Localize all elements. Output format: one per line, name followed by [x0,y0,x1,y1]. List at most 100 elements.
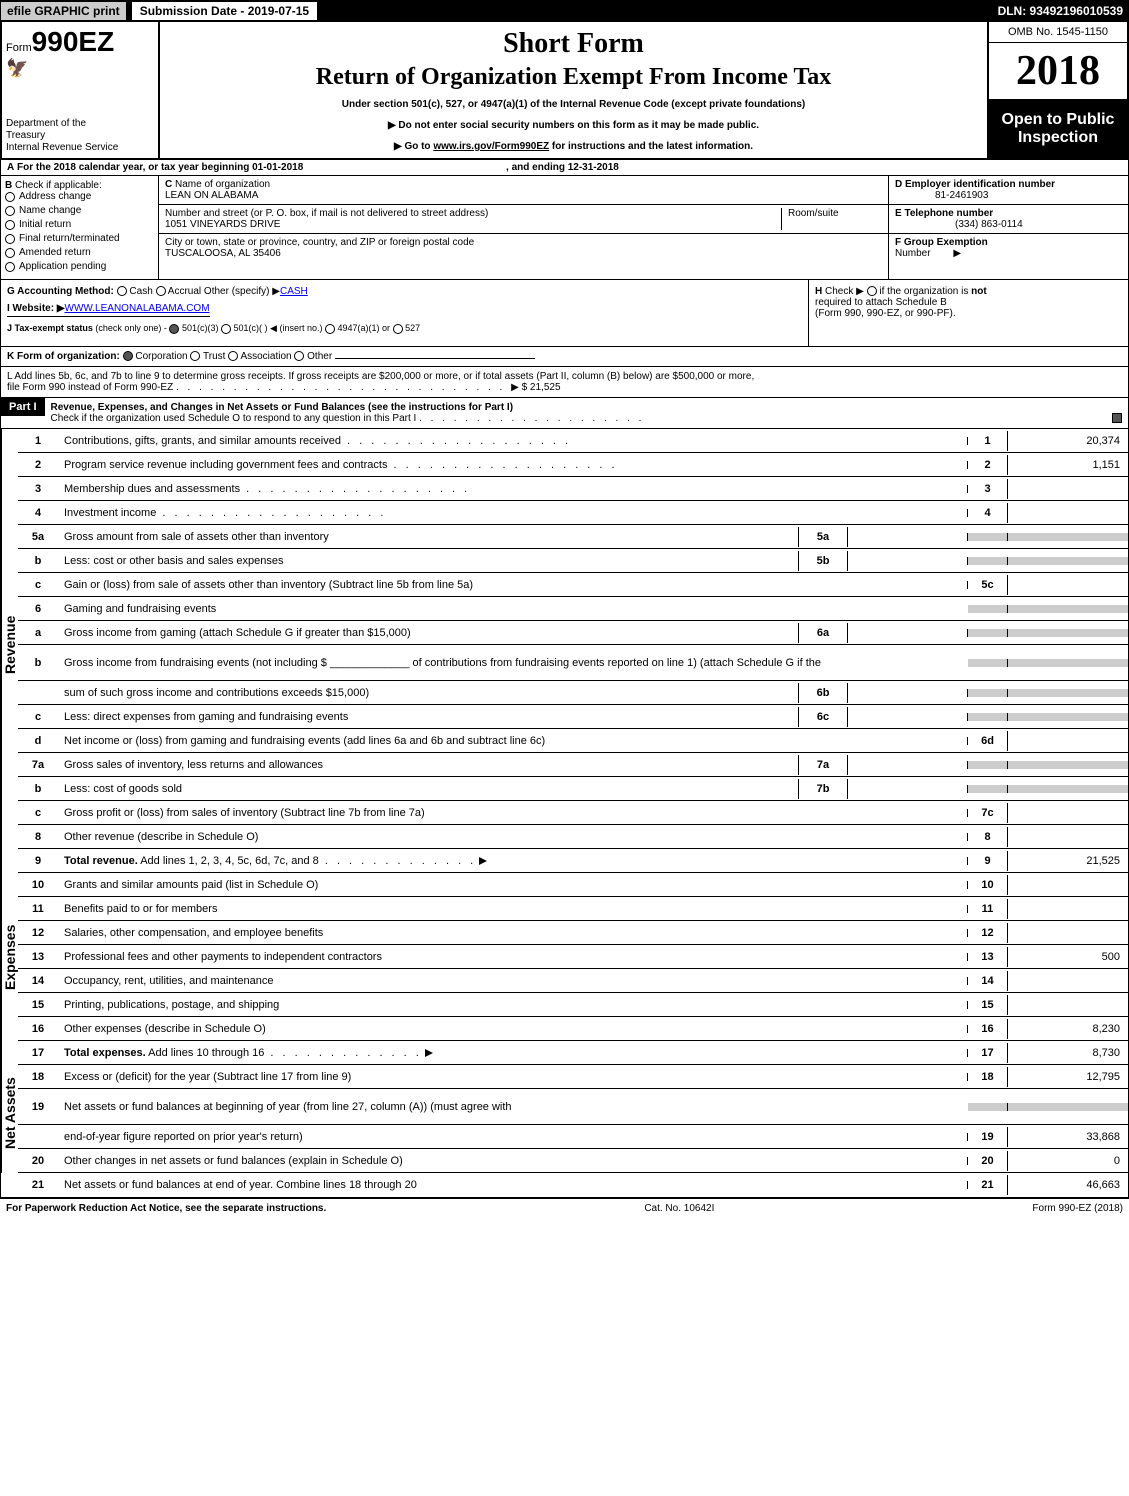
line-number: c [18,707,58,727]
schedule-o-checkbox[interactable] [1112,413,1122,423]
treasury-seal-icon: 🦅 [6,58,154,79]
d-label: D Employer identification number [895,179,1055,190]
irs-link[interactable]: www.irs.gov/Form990EZ [433,141,549,152]
checkbox-icon[interactable] [5,220,15,230]
line-description: Professional fees and other payments to … [58,947,798,967]
right-value [1008,485,1128,493]
department-info: Department of the Treasury Internal Reve… [6,118,154,154]
line-20: 20Other changes in net assets or fund ba… [18,1149,1128,1173]
line-14: 14Occupancy, rent, utilities, and mainte… [18,969,1128,993]
checkbox-icon[interactable] [5,192,15,202]
right-value [1008,581,1128,589]
j-note: (check only one) - [95,323,167,333]
501c3-checkbox[interactable] [169,324,179,334]
checkbox-address-change: Address change [5,191,154,202]
501c3-label: 501(c)(3) [182,323,219,333]
room-suite: Room/suite [782,208,882,230]
line-number: 6 [18,599,58,619]
h-check-label: Check ▶ [825,286,864,297]
checkbox-icon[interactable] [5,262,15,272]
h-checkbox[interactable] [867,286,877,296]
section-a: A For the 2018 calendar year, or tax yea… [0,160,1129,176]
line-description: Gain or (loss) from sale of assets other… [58,575,798,595]
mid-value [848,857,968,865]
col-gij: G Accounting Method: Cash Accrual Other … [1,280,808,346]
line-description: Program service revenue including govern… [58,455,798,475]
topbar: efile GRAPHIC print Submission Date - 20… [0,0,1129,22]
line-description: Membership dues and assessments . . . . … [58,479,798,499]
line-number: 21 [18,1175,58,1195]
f-arrow: ▶ [953,248,961,259]
mid-line-number: 7b [798,779,848,799]
dept-line2: Treasury [6,130,154,142]
checkbox-icon[interactable] [5,206,15,216]
527-checkbox[interactable] [393,324,403,334]
line-d: dNet income or (loss) from gaming and fu… [18,729,1128,753]
h-text3: (Form 990, 990-EZ, or 990-PF). [815,308,956,319]
check-if-label: Check if applicable: [15,180,102,191]
line-number: 2 [18,455,58,475]
efile-print-button[interactable]: efile GRAPHIC print [0,1,127,21]
instr2-suffix: for instructions and the latest informat… [549,141,753,152]
website-link[interactable]: WWW.LEANONALABAMA.COM [65,303,210,314]
mid-line-number: 5b [798,551,848,571]
line-b: bLess: cost of goods sold7b [18,777,1128,801]
501c-checkbox[interactable] [221,324,231,334]
part1-desc: Revenue, Expenses, and Changes in Net As… [45,398,1128,428]
assoc-checkbox[interactable] [228,351,238,361]
k-label: K Form of organization: [7,351,120,362]
line-number: 3 [18,479,58,499]
short-form-title: Short Form [166,28,981,60]
section-ghij: G Accounting Method: Cash Accrual Other … [0,280,1129,347]
section-c-label: C [165,179,172,190]
right-line-number: 18 [968,1067,1008,1087]
line-description: Total expenses. Add lines 10 through 16 … [58,1043,798,1063]
checkbox-icon[interactable] [5,234,15,244]
right-line-number: 19 [968,1127,1008,1147]
line-number: b [18,653,58,673]
checkbox-icon[interactable] [5,248,15,258]
right-line-number: 4 [968,503,1008,523]
mid-line-number: 5a [798,527,848,547]
form-header: Form990EZ 🦅 Department of the Treasury I… [0,22,1129,160]
footer-left: For Paperwork Reduction Act Notice, see … [6,1203,326,1214]
expenses-section-label: Expenses [1,861,18,1053]
mid-value [848,1133,968,1141]
mid-value [848,905,968,913]
name-label: Name of organization [175,179,270,190]
right-value [1008,881,1128,889]
e-label: E Telephone number [895,208,993,219]
mid-value [848,1001,968,1009]
mid-value [848,881,968,889]
ein-row: D Employer identification number 81-2461… [889,176,1128,205]
trust-checkbox[interactable] [190,351,200,361]
arrow-icon [425,1049,433,1057]
other-org-checkbox[interactable] [294,351,304,361]
accrual-checkbox[interactable] [156,286,166,296]
right-line-number: 20 [968,1151,1008,1171]
topbar-left: efile GRAPHIC print Submission Date - 20… [0,0,318,22]
right-value [1008,557,1128,565]
right-value [1008,929,1128,937]
right-value [1008,629,1128,637]
line-c: cLess: direct expenses from gaming and f… [18,705,1128,729]
4947-checkbox[interactable] [325,324,335,334]
mid-value [848,809,968,817]
org-address: 1051 VINEYARDS DRIVE [165,219,280,230]
mid-value [848,977,968,985]
corp-checkbox[interactable] [123,351,133,361]
checkbox-name-change: Name change [5,205,154,216]
insert-label: ◀ (insert no.) [270,323,322,333]
org-city: TUSCALOOSA, AL 35406 [165,248,281,259]
h-label: H [815,286,822,297]
checkbox-final-return-terminated: Final return/terminated [5,233,154,244]
mid-line-number [798,1133,848,1141]
line-description: Grants and similar amounts paid (list in… [58,875,798,895]
line-description: Benefits paid to or for members [58,899,798,919]
footer-center: Cat. No. 10642I [644,1203,714,1214]
line-9: 9Total revenue. Add lines 1, 2, 3, 4, 5c… [18,849,1128,873]
line-number: 18 [18,1067,58,1087]
line-number: 7a [18,755,58,775]
cash-checkbox[interactable] [117,286,127,296]
right-line-number [968,659,1008,667]
